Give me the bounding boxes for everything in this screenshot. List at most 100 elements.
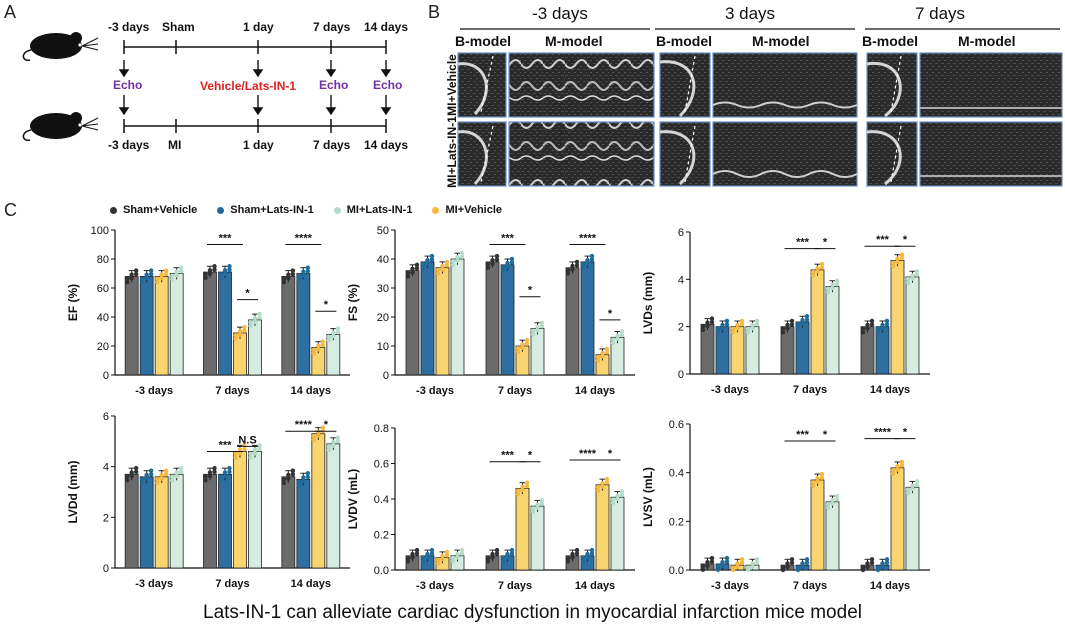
data-point [444,259,450,265]
data-point [133,465,139,471]
data-point [739,322,745,327]
data-point [281,276,287,281]
data-point [154,280,160,285]
data-point [604,346,610,352]
data-point [509,256,515,262]
data-point [895,259,900,265]
data-point [800,321,805,326]
data-point [515,488,521,493]
data-point [735,564,740,570]
data-point [619,329,625,334]
data-point [834,281,840,287]
data-point [780,326,786,332]
data-point [509,260,515,265]
data-point [326,338,332,343]
data-point [610,340,616,346]
echo-images [457,52,1063,187]
data-point [585,555,590,560]
data-point [789,557,795,562]
data-point [570,267,575,272]
x-tick-label: 14 days [870,580,910,592]
data-point [780,567,786,573]
data-point [305,265,311,270]
data-point [834,497,840,502]
y-axis-label: LVDV (mL) [346,469,360,529]
bar [326,443,341,569]
data-point [505,555,510,560]
bar [169,273,184,376]
data-point [444,553,450,558]
data-point [139,276,145,281]
bar [580,261,595,376]
legend-marker [110,206,117,214]
mode-label: B-model [862,33,918,49]
data-point [440,267,445,272]
data-point [174,273,179,278]
data-point [290,268,296,273]
data-point [800,318,805,323]
bar [905,276,920,375]
data-point [212,465,217,471]
data-point [565,271,571,276]
data-point [405,274,411,279]
data-point [565,559,571,564]
data-point [420,265,426,270]
data-point [789,560,795,565]
data-point [750,326,755,331]
data-point [905,277,911,282]
data-point [326,447,332,453]
data-point [800,564,805,570]
data-point [248,451,253,457]
data-point [133,271,139,277]
data-point [580,555,586,561]
data-point [301,273,306,278]
y-tick-label: 20 [377,312,389,324]
data-point [174,470,179,475]
legend-label: MI+Lats-IN-1 [346,204,413,216]
significance-label: * [608,308,613,320]
data-point [750,564,755,570]
data-point [296,273,302,279]
legend-label: Sham+Vehicle [123,204,198,216]
data-point [494,257,500,262]
data-point [580,262,586,267]
data-point [435,271,441,276]
x-tick-label: 14 days [575,385,615,397]
data-point [914,272,920,277]
data-point [444,549,450,555]
data-point [825,286,831,291]
legend-item: MI+Vehicle [432,204,502,216]
data-point [705,559,710,565]
data-point [585,551,590,557]
data-point [595,488,601,493]
data-point [530,328,536,334]
y-tick-label: 0.6 [669,419,684,431]
data-point [331,330,336,335]
data-point [129,272,134,277]
data-point [440,553,445,559]
data-point [834,278,840,283]
data-point [890,263,896,269]
data-point [490,555,495,560]
data-point [331,439,336,445]
data-point [212,264,217,269]
timeline-label: MI [168,138,182,152]
data-point [580,559,586,564]
data-point [410,266,415,272]
data-point [884,318,890,324]
data-point [425,555,430,560]
significance-label: * [528,450,533,462]
data-point [709,555,715,561]
data-point [895,463,900,469]
data-point [600,484,605,489]
bar [248,451,262,569]
echo-timepoint: 7 days [914,4,966,23]
data-point [735,322,740,328]
y-tick-label: 2 [103,512,109,524]
data-point [709,316,715,321]
bar [139,476,154,569]
treatment-label: Vehicle/Lats-IN-1 [200,79,297,93]
data-point [248,320,253,325]
x-tick-label: -3 days [711,384,749,396]
data-point [530,506,536,511]
